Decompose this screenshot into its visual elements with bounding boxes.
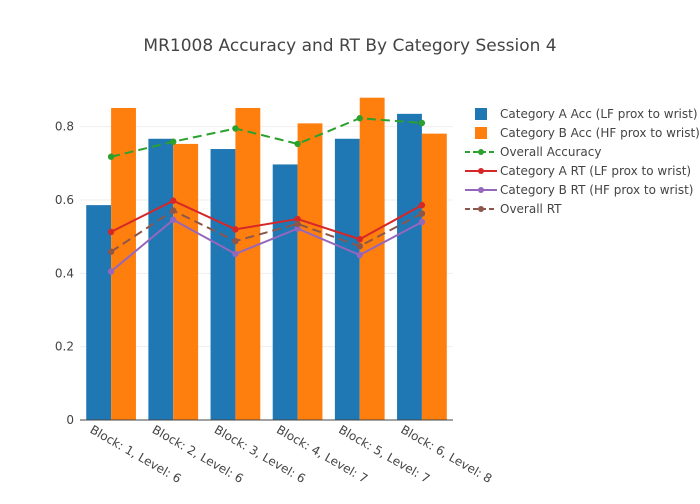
bar-category-b-acc: [111, 107, 136, 420]
legend-marker: [478, 206, 484, 212]
legend-item[interactable]: Overall RT: [465, 202, 562, 216]
series-point-5: [107, 248, 115, 255]
series-point-3: [356, 236, 363, 243]
legend-swatch: [475, 108, 487, 120]
series-point-2: [107, 153, 115, 160]
series-point-3: [107, 228, 115, 236]
bar-category-b-acc: [235, 107, 261, 420]
series-point-4: [418, 218, 426, 226]
series-line-5: [110, 209, 423, 253]
series-line-3: [110, 199, 423, 241]
bar-category-a-acc: [272, 164, 298, 420]
legend-item[interactable]: Category B RT (HF prox to wrist): [465, 183, 693, 197]
series-point-4: [356, 251, 363, 259]
series-point-2: [294, 140, 301, 148]
series-point-3: [232, 226, 239, 233]
bar-category-a-acc: [86, 205, 112, 420]
y-tick-label: 0.4: [55, 266, 74, 280]
legend-label: Overall Accuracy: [500, 145, 601, 159]
series-point-5: [232, 237, 239, 245]
bar-layer: [86, 97, 447, 421]
legend-label: Category A RT (LF prox to wrist): [500, 164, 691, 178]
series-point-4: [294, 225, 301, 232]
legend-marker: [478, 187, 484, 193]
series-point-5: [418, 210, 426, 217]
legend-item[interactable]: Category A RT (LF prox to wrist): [465, 164, 691, 178]
line-layer: [107, 115, 426, 275]
bar-category-b-acc: [421, 133, 447, 420]
legend-item[interactable]: Category A Acc (LF prox to wrist): [475, 107, 698, 121]
chart-title: MR1008 Accuracy and RT By Category Sessi…: [143, 36, 556, 56]
series-point-2: [232, 125, 239, 132]
legend-label: Overall RT: [500, 202, 562, 216]
legend-item[interactable]: Category B Acc (HF prox to wrist): [475, 126, 700, 140]
series-point-2: [356, 115, 363, 122]
bar-category-a-acc: [334, 138, 360, 420]
series-point-4: [232, 250, 239, 258]
legend-swatch: [475, 127, 487, 139]
series-point-5: [294, 220, 301, 228]
series-point-4: [170, 216, 177, 223]
y-tick-label: 0: [66, 413, 74, 427]
y-tick-label: 0.2: [55, 340, 74, 354]
legend-label: Category B Acc (HF prox to wrist): [500, 126, 700, 140]
series-point-3: [418, 201, 426, 209]
bar-category-b-acc: [359, 97, 385, 420]
series-point-3: [170, 197, 177, 204]
bar-category-a-acc: [148, 138, 174, 420]
series-line-4: [110, 218, 423, 273]
legend[interactable]: Category A Acc (LF prox to wrist) Categor…: [465, 107, 700, 216]
bar-category-a-acc: [397, 113, 422, 420]
bar-category-b-acc: [297, 123, 323, 420]
y-tick-label: 0.8: [55, 120, 74, 134]
series-point-2: [418, 119, 426, 127]
legend-label: Category A Acc (LF prox to wrist): [500, 107, 698, 121]
series-point-3: [294, 215, 301, 223]
series-line-2: [110, 117, 422, 158]
legend-item[interactable]: Overall Accuracy: [465, 145, 601, 159]
legend-marker: [478, 149, 484, 155]
series-point-2: [170, 138, 177, 145]
legend-label: Category B RT (HF prox to wrist): [500, 183, 693, 197]
bar-category-a-acc: [210, 149, 236, 421]
bar-category-b-acc: [173, 143, 199, 420]
y-tick-label: 0.6: [55, 193, 74, 207]
series-point-4: [107, 268, 115, 275]
series-point-5: [356, 243, 363, 250]
series-point-5: [170, 207, 177, 214]
grid-layer: [80, 126, 453, 348]
legend-marker: [478, 168, 484, 174]
